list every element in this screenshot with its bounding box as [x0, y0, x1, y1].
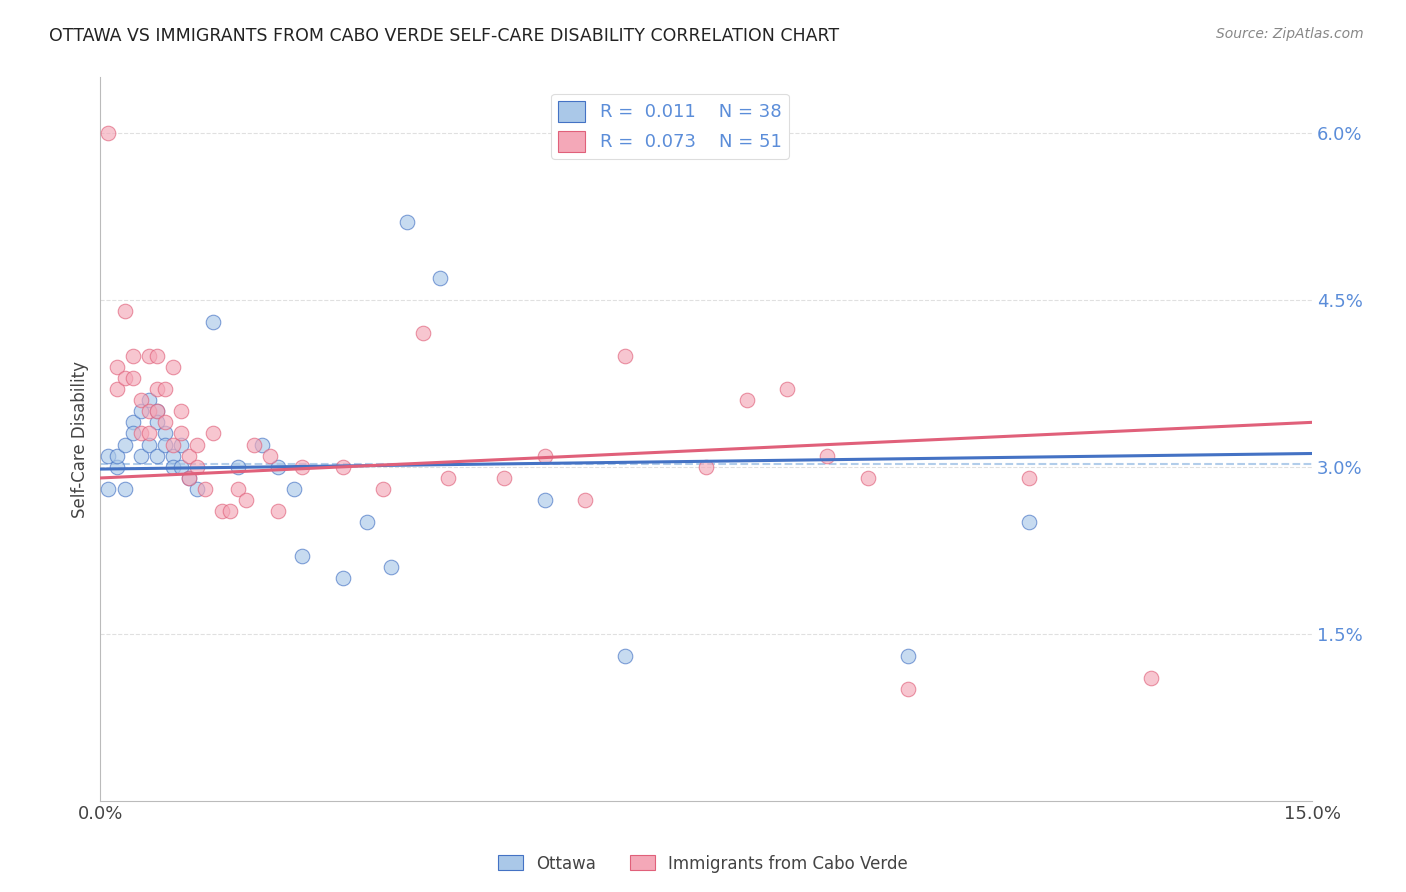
Point	[162, 459, 184, 474]
Point	[114, 371, 136, 385]
Point	[533, 449, 555, 463]
Point	[146, 449, 169, 463]
Point	[179, 471, 201, 485]
Point	[170, 426, 193, 441]
Point	[129, 404, 152, 418]
Point	[138, 437, 160, 451]
Legend: R =  0.011    N = 38, R =  0.073    N = 51: R = 0.011 N = 38, R = 0.073 N = 51	[551, 94, 789, 159]
Point	[129, 449, 152, 463]
Point	[146, 382, 169, 396]
Point	[574, 493, 596, 508]
Point	[146, 404, 169, 418]
Point	[170, 437, 193, 451]
Point	[412, 326, 434, 341]
Point	[494, 471, 516, 485]
Point	[332, 459, 354, 474]
Point	[97, 449, 120, 463]
Point	[138, 393, 160, 408]
Text: OTTAWA VS IMMIGRANTS FROM CABO VERDE SELF-CARE DISABILITY CORRELATION CHART: OTTAWA VS IMMIGRANTS FROM CABO VERDE SEL…	[49, 27, 839, 45]
Point	[243, 437, 266, 451]
Point	[121, 371, 143, 385]
Point	[897, 648, 920, 663]
Point	[97, 126, 120, 140]
Y-axis label: Self-Care Disability: Self-Care Disability	[72, 360, 89, 517]
Point	[97, 482, 120, 496]
Point	[129, 426, 152, 441]
Point	[162, 437, 184, 451]
Point	[121, 349, 143, 363]
Point	[105, 459, 128, 474]
Point	[153, 382, 176, 396]
Point	[226, 482, 249, 496]
Point	[429, 270, 451, 285]
Point	[371, 482, 394, 496]
Point	[146, 349, 169, 363]
Point	[356, 516, 378, 530]
Point	[695, 459, 717, 474]
Point	[121, 415, 143, 429]
Point	[153, 437, 176, 451]
Point	[202, 315, 225, 329]
Point	[1018, 471, 1040, 485]
Point	[105, 359, 128, 374]
Point	[138, 426, 160, 441]
Text: Source: ZipAtlas.com: Source: ZipAtlas.com	[1216, 27, 1364, 41]
Point	[218, 504, 240, 518]
Point	[211, 504, 233, 518]
Point	[138, 349, 160, 363]
Point	[815, 449, 838, 463]
Point	[283, 482, 305, 496]
Point	[436, 471, 458, 485]
Point	[186, 459, 208, 474]
Legend: Ottawa, Immigrants from Cabo Verde: Ottawa, Immigrants from Cabo Verde	[492, 848, 914, 880]
Point	[153, 415, 176, 429]
Point	[170, 404, 193, 418]
Point	[162, 359, 184, 374]
Point	[533, 493, 555, 508]
Point	[856, 471, 879, 485]
Point	[226, 459, 249, 474]
Point	[114, 482, 136, 496]
Point	[235, 493, 257, 508]
Point	[114, 304, 136, 318]
Point	[1018, 516, 1040, 530]
Point	[114, 437, 136, 451]
Point	[146, 404, 169, 418]
Point	[291, 549, 314, 563]
Point	[162, 449, 184, 463]
Point	[332, 571, 354, 585]
Point	[121, 426, 143, 441]
Point	[250, 437, 273, 451]
Point	[179, 471, 201, 485]
Point	[153, 426, 176, 441]
Point	[396, 215, 419, 229]
Point	[614, 349, 637, 363]
Point	[194, 482, 217, 496]
Point	[186, 482, 208, 496]
Point	[1139, 671, 1161, 685]
Point	[735, 393, 758, 408]
Point	[380, 560, 402, 574]
Point	[170, 459, 193, 474]
Point	[146, 415, 169, 429]
Point	[105, 449, 128, 463]
Point	[614, 648, 637, 663]
Point	[105, 382, 128, 396]
Point	[179, 449, 201, 463]
Point	[138, 404, 160, 418]
Point	[776, 382, 799, 396]
Point	[267, 504, 290, 518]
Point	[202, 426, 225, 441]
Point	[291, 459, 314, 474]
Point	[186, 437, 208, 451]
Point	[897, 682, 920, 697]
Point	[267, 459, 290, 474]
Point	[129, 393, 152, 408]
Point	[259, 449, 281, 463]
